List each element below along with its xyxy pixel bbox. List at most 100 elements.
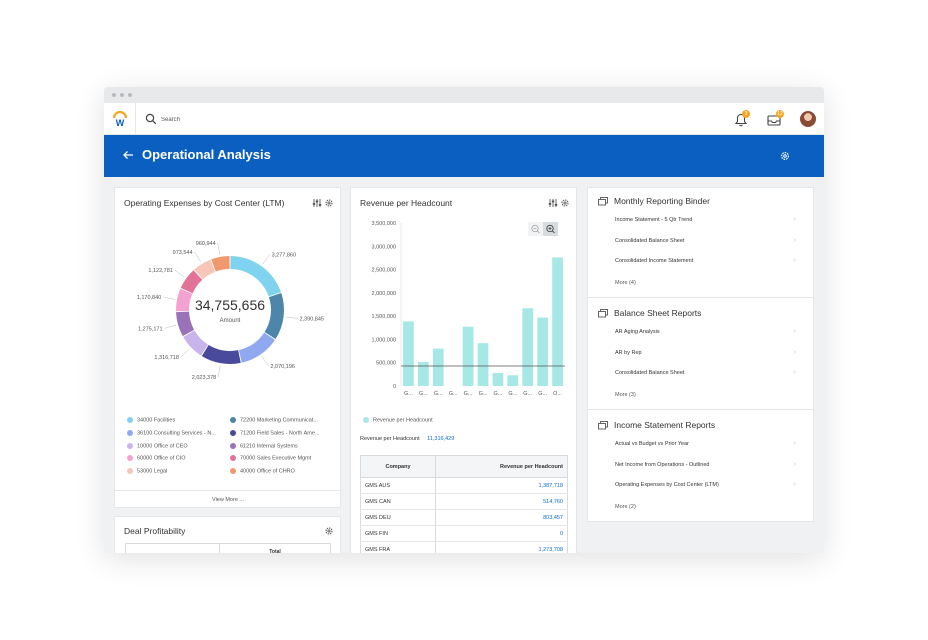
report-link[interactable]: AR Aging Analysis › — [615, 328, 805, 335]
donut-slice[interactable] — [176, 311, 195, 337]
bar[interactable] — [552, 257, 563, 386]
window-dot — [120, 93, 124, 97]
legend-swatch — [127, 455, 133, 462]
donut-slice[interactable] — [238, 332, 275, 363]
report-link[interactable]: Consolidated Balance Sheet › — [615, 369, 805, 376]
y-tick-label: 3,000,000 — [372, 244, 396, 250]
opex-legend-item[interactable]: 10000 Office of CEO — [127, 442, 188, 449]
bar[interactable] — [462, 326, 474, 386]
opex-legend-item[interactable]: 61210 Internal Systems — [230, 442, 298, 449]
x-tick-label: G... — [523, 391, 532, 397]
col-company[interactable]: Company — [360, 455, 436, 478]
revenue-cell[interactable]: 0 — [435, 525, 568, 542]
bar[interactable] — [492, 372, 504, 386]
donut-slice[interactable] — [194, 259, 216, 280]
y-tick-label: 0 — [393, 384, 396, 390]
chevron-right-icon: › — [793, 348, 796, 356]
legend-label: 53000 Legal — [137, 468, 168, 475]
donut-leader-line — [180, 348, 190, 358]
bar[interactable] — [537, 317, 549, 386]
col-revenue[interactable]: Revenue per Headcount — [435, 455, 568, 478]
donut-slice[interactable] — [211, 256, 230, 272]
more-link[interactable]: More (3) — [615, 392, 636, 398]
revenue-cell[interactable]: 1,273,708 — [435, 541, 568, 553]
x-tick-label: G... — [434, 391, 443, 397]
donut-data-label: 973,544 — [173, 250, 193, 256]
gear-icon[interactable] — [560, 198, 570, 208]
zoom-in-icon[interactable] — [543, 222, 558, 236]
bar[interactable] — [403, 321, 414, 386]
revenue-legend-item: Revenue per Headcount — [363, 417, 433, 423]
company-cell: GMS FRA — [360, 541, 436, 553]
deal-col-total[interactable]: Total — [219, 543, 331, 553]
opex-donut-chart: 34,755,656 Amount 3,277,860 2,390,845 2,07… — [137, 241, 324, 381]
back-arrow-icon[interactable] — [122, 149, 134, 161]
company-cell: GMS AUS — [360, 477, 436, 494]
bar[interactable] — [417, 362, 429, 386]
revenue-cell[interactable]: 1,387,718 — [435, 477, 568, 494]
gear-icon[interactable] — [779, 150, 791, 162]
zoom-out-icon[interactable] — [528, 222, 543, 236]
workday-logo-icon[interactable]: W — [111, 110, 129, 128]
bar[interactable] — [522, 308, 534, 386]
report-link[interactable]: AR by Rep › — [615, 348, 805, 356]
bar[interactable] — [507, 375, 519, 386]
report-link[interactable]: Operating Expenses by Cost Center (LTM) › — [615, 481, 805, 488]
deal-col-empty — [125, 543, 220, 553]
inbox-icon[interactable] — [766, 112, 782, 128]
x-tick-label: G... — [538, 391, 547, 397]
view-more-link[interactable]: View More ... — [115, 490, 341, 508]
donut-slice[interactable] — [180, 270, 203, 294]
report-link-label: Actual vs Budget vs Prior Year — [615, 441, 689, 447]
opex-legend-item[interactable]: 34000 Facilities — [127, 417, 175, 423]
revenue-cell[interactable]: 514,760 — [435, 493, 568, 510]
search-icon[interactable] — [145, 113, 157, 125]
user-avatar[interactable] — [800, 111, 816, 127]
bar[interactable] — [432, 348, 444, 386]
donut-slice[interactable] — [201, 344, 241, 364]
donut-leader-line — [285, 316, 298, 319]
chevron-right-icon: › — [793, 257, 796, 264]
report-link-label: Income Statement - 5 Qtr Trend — [615, 217, 693, 223]
opex-legend-item[interactable]: 70000 Sales Executive Mgmt — [230, 455, 311, 462]
report-link[interactable]: Actual vs Budget vs Prior Year › — [615, 440, 805, 447]
opex-legend-item[interactable]: 72200 Marketing Communicat... — [230, 417, 318, 423]
gear-icon[interactable] — [324, 198, 334, 208]
report-section: Balance Sheet Reports AR Aging Analysis › A… — [588, 300, 814, 410]
revenue-summary-value[interactable]: 11,316,429 — [427, 436, 455, 442]
table-row: GMS AUS 1,387,718 — [360, 477, 568, 494]
donut-slice[interactable] — [264, 293, 284, 340]
chevron-right-icon: › — [793, 481, 796, 488]
donut-data-label: 2,390,845 — [299, 316, 323, 322]
gear-icon[interactable] — [324, 526, 334, 536]
section-divider — [588, 409, 814, 410]
more-link[interactable]: More (4) — [615, 280, 636, 286]
legend-label: 71200 Field Sales - North Ame... — [240, 430, 320, 437]
donut-slice[interactable] — [230, 256, 281, 297]
legend-swatch — [127, 442, 133, 449]
report-link-label: Consolidated Balance Sheet — [615, 370, 685, 376]
opex-legend-item[interactable]: 36100 Consulting Services - N... — [127, 429, 216, 436]
filter-icon[interactable] — [548, 198, 558, 208]
revenue-cell[interactable]: 803,457 — [435, 509, 568, 526]
report-link[interactable]: Income Statement - 5 Qtr Trend › — [615, 216, 805, 223]
report-section-title: Income Statement Reports — [614, 420, 716, 430]
opex-legend-item[interactable]: 40000 Office of CHRO — [230, 468, 295, 475]
bar[interactable] — [477, 343, 489, 386]
report-link[interactable]: Consolidated Income Statement › — [615, 257, 805, 264]
window-dot — [112, 93, 116, 97]
opex-legend-item[interactable]: 53000 Legal — [127, 468, 168, 475]
donut-slice[interactable] — [176, 288, 193, 312]
filter-icon[interactable] — [312, 198, 322, 208]
company-cell: GMS FIN — [360, 525, 436, 542]
legend-swatch — [127, 468, 133, 475]
x-tick-label: G... — [508, 391, 517, 397]
search-input[interactable] — [161, 113, 361, 126]
donut-slice[interactable] — [183, 330, 208, 356]
report-link[interactable]: Consolidated Balance Sheet › — [615, 237, 805, 244]
more-link[interactable]: More (2) — [615, 504, 636, 510]
report-link[interactable]: Net Income from Operations - Outlined › — [615, 461, 805, 468]
opex-legend-item[interactable]: 71200 Field Sales - North Ame... — [230, 429, 320, 437]
opex-legend-item[interactable]: 60000 Office of CIO — [127, 455, 186, 462]
report-link-label: Operating Expenses by Cost Center (LTM) — [615, 482, 719, 488]
